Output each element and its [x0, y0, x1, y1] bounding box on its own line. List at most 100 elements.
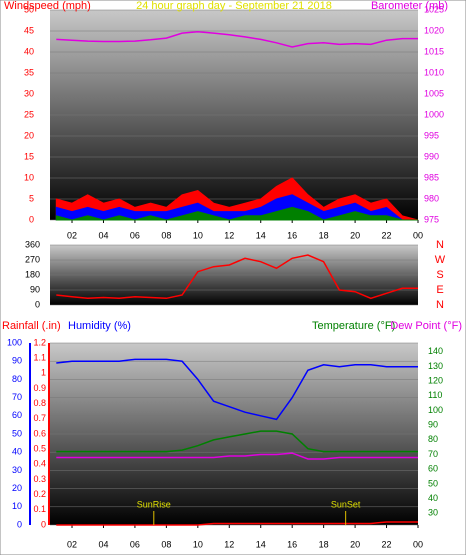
line: [56, 430, 418, 453]
axis-title: Rainfall (.in): [2, 320, 61, 332]
y-tick-label: 15: [24, 151, 34, 161]
y-tick-label: 110: [428, 390, 442, 400]
y-tick-label: 60: [12, 410, 22, 420]
y-tick-label: 130: [428, 361, 443, 371]
y-tick-label: 1: [41, 368, 46, 378]
x-tick-label: 08: [161, 539, 171, 549]
y-tick-label: 0.3: [33, 474, 46, 484]
x-tick-label: 04: [98, 230, 108, 240]
y-tick-label: 30: [24, 88, 34, 98]
x-tick-label: 22: [382, 230, 392, 240]
y-tick-label: N: [436, 239, 444, 251]
x-tick-label: 20: [350, 539, 360, 549]
y-tick-label: 1010: [424, 67, 444, 77]
x-tick-label: 14: [256, 539, 266, 549]
y-tick-label: 100: [428, 405, 443, 415]
line: [56, 452, 418, 460]
y-tick-label: 0.6: [33, 428, 46, 438]
y-tick-label: 25: [24, 109, 34, 119]
area: [55, 194, 418, 221]
y-tick-label: 90: [12, 356, 22, 366]
x-tick-label: 04: [98, 539, 108, 549]
y-tick-label: 70: [428, 449, 438, 459]
y-tick-label: 1.2: [33, 337, 46, 347]
axis-title: Barometer (mb): [371, 0, 448, 12]
y-tick-label: N: [436, 299, 444, 311]
y-tick-label: 35: [24, 67, 34, 77]
y-tick-label: 0.5: [33, 444, 46, 454]
y-tick-label: 180: [25, 269, 40, 279]
y-tick-label: 1.1: [33, 353, 46, 363]
x-tick-label: 06: [130, 539, 140, 549]
axis-title: Humidity (%): [68, 320, 131, 332]
y-tick-label: 975: [424, 214, 439, 224]
y-tick-label: 270: [25, 254, 40, 264]
y-tick-label: 10: [12, 501, 22, 511]
axis-title: Temperature (°F): [312, 320, 395, 332]
y-tick-label: 1000: [424, 109, 444, 119]
x-tick-label: 10: [193, 539, 203, 549]
y-tick-label: 0.9: [33, 383, 46, 393]
axis-title: Dew Point (°F): [390, 320, 462, 332]
y-tick-label: 60: [428, 464, 438, 474]
y-tick-label: 30: [428, 508, 438, 518]
y-tick-label: 30: [12, 465, 22, 475]
y-tick-label: 80: [428, 434, 438, 444]
y-tick-label: 40: [12, 447, 22, 457]
x-tick-label: 06: [130, 230, 140, 240]
y-tick-label: 45: [24, 25, 34, 35]
y-tick-label: E: [436, 284, 443, 296]
y-tick-label: 140: [428, 346, 443, 356]
y-tick-label: 90: [30, 284, 40, 294]
line: [56, 358, 418, 421]
x-tick-label: 16: [287, 230, 297, 240]
y-tick-label: 0: [17, 519, 22, 529]
y-tick-label: 0.1: [33, 504, 46, 514]
y-tick-label: 0: [35, 299, 40, 309]
x-tick-label: 18: [319, 539, 329, 549]
x-tick-label: 02: [67, 539, 77, 549]
y-tick-label: 0.7: [33, 413, 46, 423]
x-tick-label: 02: [67, 230, 77, 240]
y-tick-label: 50: [428, 478, 438, 488]
x-tick-label: 12: [224, 230, 234, 240]
annotation: SunSet: [331, 499, 361, 509]
x-tick-label: 16: [287, 539, 297, 549]
axis-title: Windspeed (mph): [4, 0, 91, 12]
y-tick-label: 985: [424, 172, 439, 182]
y-tick-label: 40: [428, 493, 438, 503]
y-tick-label: 995: [424, 130, 439, 140]
y-tick-label: S: [436, 269, 443, 281]
y-tick-label: 980: [424, 193, 439, 203]
y-tick-label: 100: [7, 337, 22, 347]
y-tick-label: 360: [25, 239, 40, 249]
area: [55, 206, 418, 221]
y-tick-label: 1020: [424, 25, 444, 35]
y-tick-label: 0.4: [33, 459, 46, 469]
y-tick-label: 0: [29, 214, 34, 224]
x-tick-label: 22: [382, 539, 392, 549]
x-tick-label: 20: [350, 230, 360, 240]
y-tick-label: 50: [24, 4, 34, 14]
y-tick-label: 0: [41, 519, 46, 529]
x-tick-label: 18: [319, 230, 329, 240]
y-tick-label: 10: [24, 172, 34, 182]
y-tick-label: 990: [424, 151, 439, 161]
line: [56, 254, 418, 300]
area: [55, 177, 419, 221]
annotation: SunRise: [137, 499, 171, 509]
y-tick-label: 90: [428, 420, 438, 430]
y-tick-label: 0.2: [33, 489, 46, 499]
line: [56, 31, 418, 48]
y-tick-label: 20: [12, 483, 22, 493]
y-tick-label: 80: [12, 374, 22, 384]
y-tick-label: 70: [12, 392, 22, 402]
y-tick-label: 120: [428, 376, 443, 386]
y-tick-label: W: [435, 254, 446, 266]
x-tick-label: 12: [224, 539, 234, 549]
x-tick-label: 14: [256, 230, 266, 240]
x-tick-label: 00: [413, 230, 423, 240]
y-tick-label: 1015: [424, 46, 444, 56]
x-tick-label: 00: [413, 539, 423, 549]
